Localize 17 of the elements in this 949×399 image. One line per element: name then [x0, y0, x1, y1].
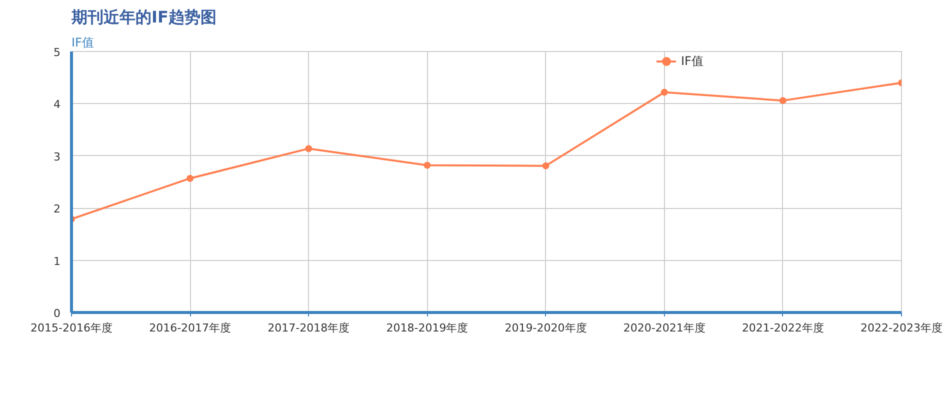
x-tick-label: 2015-2016年度 — [30, 322, 112, 334]
x-tick-label: 2021-2022年度 — [742, 322, 824, 334]
x-tick-label: 2017-2018年度 — [268, 322, 350, 334]
x-tick-label: 2022-2023年度 — [860, 322, 942, 334]
y-tick-label: 1 — [54, 254, 60, 268]
y-tick-label: 2 — [54, 202, 60, 216]
x-tick-label: 2019-2020年度 — [504, 322, 587, 334]
y-tick-label: 5 — [54, 46, 60, 59]
chart-title: 期刊近年的IF趋势图 — [70, 8, 216, 26]
y-tick-label: 0 — [54, 307, 60, 320]
y-tick-label: 4 — [54, 98, 60, 112]
x-tick-label: 2016-2017年度 — [149, 322, 232, 334]
x-tick-label: 2018-2019年度 — [386, 322, 468, 334]
legend-label: IF值 — [681, 52, 704, 70]
y-tick-label: 3 — [54, 150, 60, 164]
x-tick-label: 2020-2021年度 — [623, 322, 706, 334]
y-axis-title: IF值 — [72, 36, 94, 50]
